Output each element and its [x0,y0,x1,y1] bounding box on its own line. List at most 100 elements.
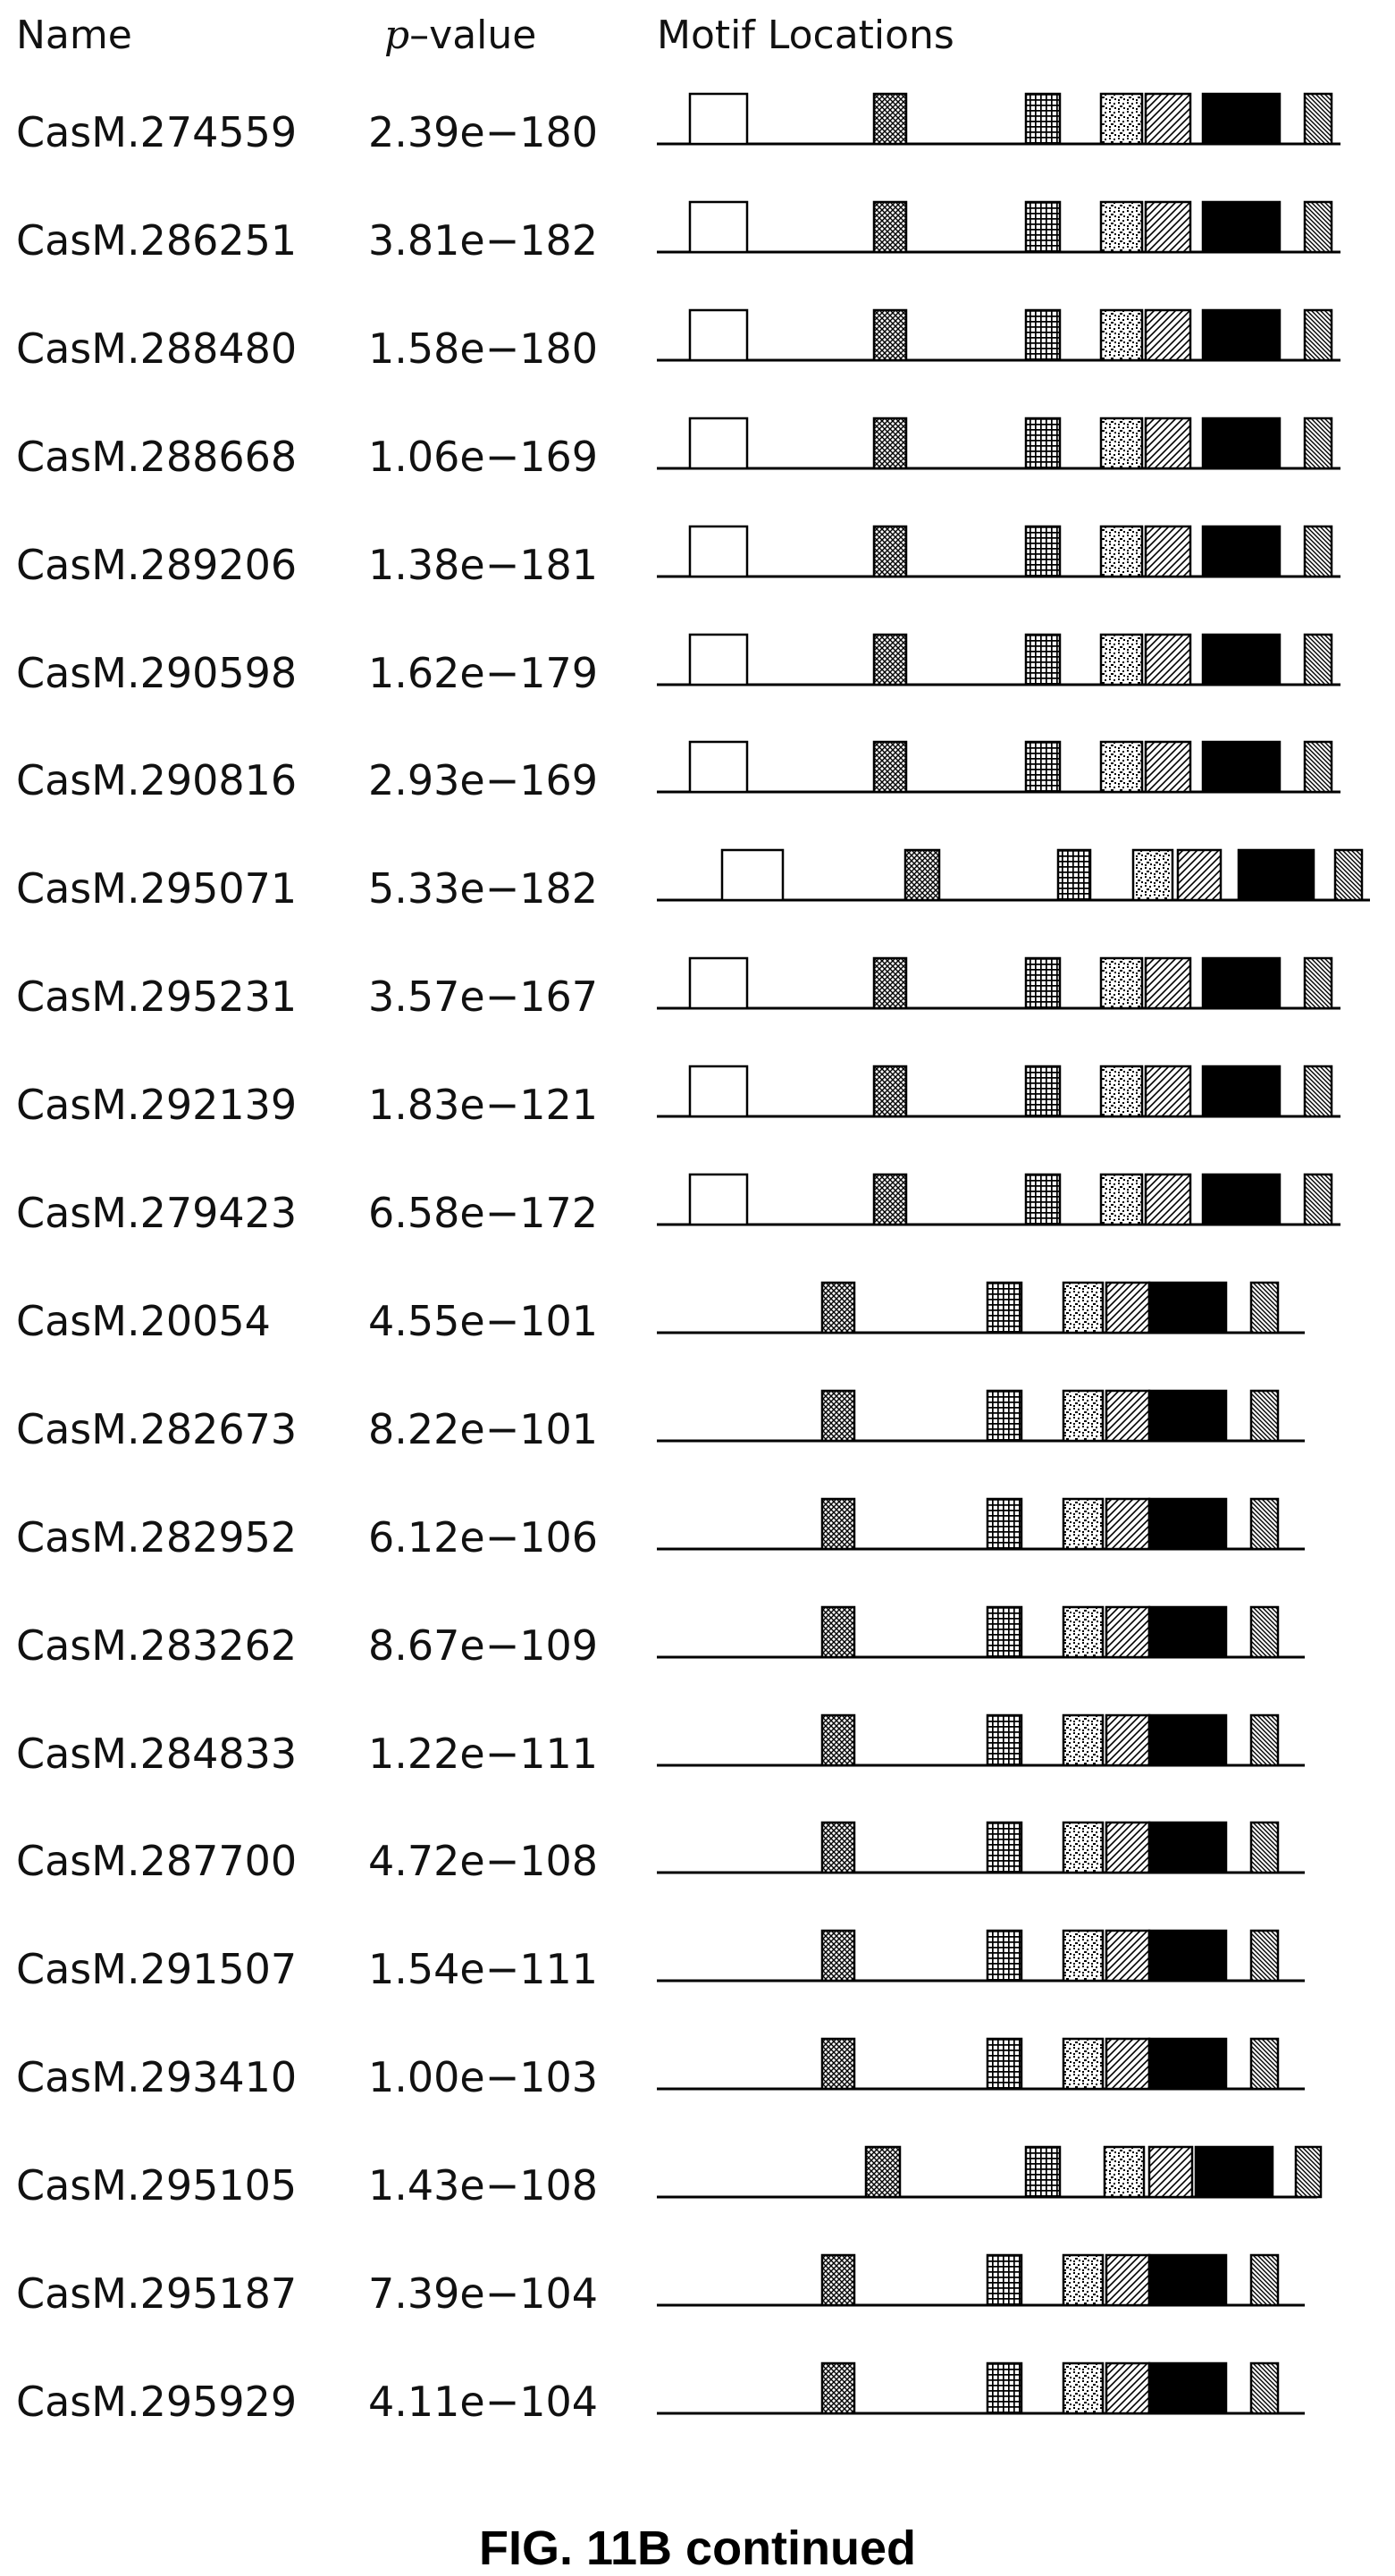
motif-box-diagonal [1176,849,1223,902]
motif-box-diagonal [1144,633,1192,686]
motif-track [657,525,1340,578]
motif-box-grid [986,1389,1023,1443]
motif-track [657,1822,1305,1874]
protein-name: CasM.295071 [16,864,298,913]
motif-box-crosshatch [872,741,908,794]
p-value: 4.55e−101 [368,1296,599,1345]
motif-box-diagonal-dense [1249,1389,1280,1443]
motif-box-crosshatch [820,1497,856,1550]
protein-name: CasM.295929 [16,2377,298,2426]
p-value: 1.83e−121 [368,1081,599,1130]
motif-box-diagonal [1144,92,1192,146]
p-value: 4.72e−108 [368,1837,599,1886]
motif-box-diagonal-dense [1249,1822,1280,1874]
motif-track [657,417,1340,470]
motif-track [657,1065,1340,1118]
protein-name: CasM.288668 [16,432,298,481]
motif-box-stipple [1099,956,1144,1010]
motif-box-grid [1024,1065,1062,1118]
motif-box-diagonal-dense [1249,1497,1280,1550]
motif-box-solid [1147,1930,1228,1983]
motif-box-grid [986,2253,1023,2307]
motif-box-diagonal-dense [1294,2145,1323,2199]
motif-box-grid [986,1930,1023,1983]
motif-track [657,2361,1305,2415]
motif-box-diagonal [1105,2037,1151,2091]
protein-name: CasM.284833 [16,1729,298,1778]
p-value: 1.62e−179 [368,648,599,697]
motif-box-crosshatch [864,2145,902,2199]
motif-box-grid [1056,849,1092,902]
motif-box-solid [1237,849,1315,902]
motif-track [657,741,1340,794]
p-value: 1.43e−108 [368,2161,599,2210]
motif-box-diagonal [1144,308,1192,362]
motif-row: CasM.20054 4.55e−101 [0,1272,1395,1380]
protein-name: CasM.289206 [16,540,298,589]
motif-box-crosshatch [820,1389,856,1443]
motif-box-diagonal-dense [1333,849,1364,902]
motif-box-crosshatch [872,92,908,146]
motif-row: CasM.295187 7.39e−104 [0,2244,1395,2353]
pvalue-column-header: p–value [384,13,536,58]
motif-box-diagonal [1144,956,1192,1010]
motif-row: CasM.293410 1.00e−103 [0,2028,1395,2136]
motif-box-diagonal [1144,741,1192,794]
motif-box-stipple [1099,308,1144,362]
motif-box-grid [1024,417,1062,469]
protein-name: CasM.287700 [16,1837,298,1886]
protein-name: CasM.279423 [16,1189,298,1237]
motif-box-stipple [1099,92,1144,146]
motif-box-stipple [1062,2361,1105,2415]
motif-row: CasM.295231 3.57e−167 [0,947,1395,1056]
motif-box-diagonal [1144,200,1192,254]
motif-box-crosshatch [872,633,908,686]
motif-row: CasM.292139 1.83e−121 [0,1056,1395,1164]
motif-box-diagonal-dense [1303,417,1333,469]
figure-caption: FIG. 11B continued [478,2521,917,2575]
p-value: 1.06e−169 [368,432,599,481]
p-value: 6.58e−172 [368,1189,599,1237]
motif-box-grid [986,1713,1023,1766]
motif-box-open [688,633,749,686]
motif-box-grid [986,1281,1023,1334]
protein-name: CasM.293410 [16,2053,298,2102]
motif-row: CasM.282673 8.22e−101 [0,1380,1395,1488]
motif-box-stipple [1062,1389,1105,1443]
motif-row: CasM.290598 1.62e−179 [0,624,1395,732]
motif-box-diagonal [1105,1713,1151,1766]
motif-track [657,956,1340,1010]
motif-box-solid [1147,1497,1228,1550]
motif-box-solid [1147,1389,1228,1443]
p-value: 3.57e−167 [368,972,599,1022]
p-value: 6.12e−106 [368,1512,599,1562]
motif-box-crosshatch [820,1822,856,1874]
motif-box-stipple [1062,2253,1105,2307]
motif-box-grid [1024,1173,1062,1226]
motif-box-solid [1201,741,1282,794]
motif-box-stipple [1062,1713,1105,1766]
motif-box-open [688,1173,749,1226]
motif-box-crosshatch [872,1173,908,1226]
p-value: 1.38e−181 [368,540,599,589]
motif-track [657,200,1340,254]
motif-box-diagonal-dense [1303,1173,1333,1226]
protein-name: CasM.291507 [16,1945,298,1994]
motif-row: CasM.289206 1.38e−181 [0,516,1395,624]
motif-row: CasM.295105 1.43e−108 [0,2136,1395,2244]
motif-box-grid [986,1822,1023,1874]
motif-box-open [688,92,749,146]
motif-box-diagonal-dense [1249,2361,1280,2415]
p-value: 1.22e−111 [368,1729,599,1778]
motif-box-open [688,525,749,577]
motif-row: CasM.286251 3.81e−182 [0,191,1395,299]
motif-box-diagonal [1105,1497,1151,1550]
protein-name: CasM.282952 [16,1512,298,1562]
protein-name: CasM.288480 [16,324,298,373]
motif-track [657,92,1340,146]
motif-box-open [688,308,749,362]
motif-box-solid [1201,1065,1282,1118]
pvalue-header-italic: p [384,13,410,58]
motif-box-diagonal-dense [1249,2253,1280,2307]
motif-box-stipple [1062,1497,1105,1550]
